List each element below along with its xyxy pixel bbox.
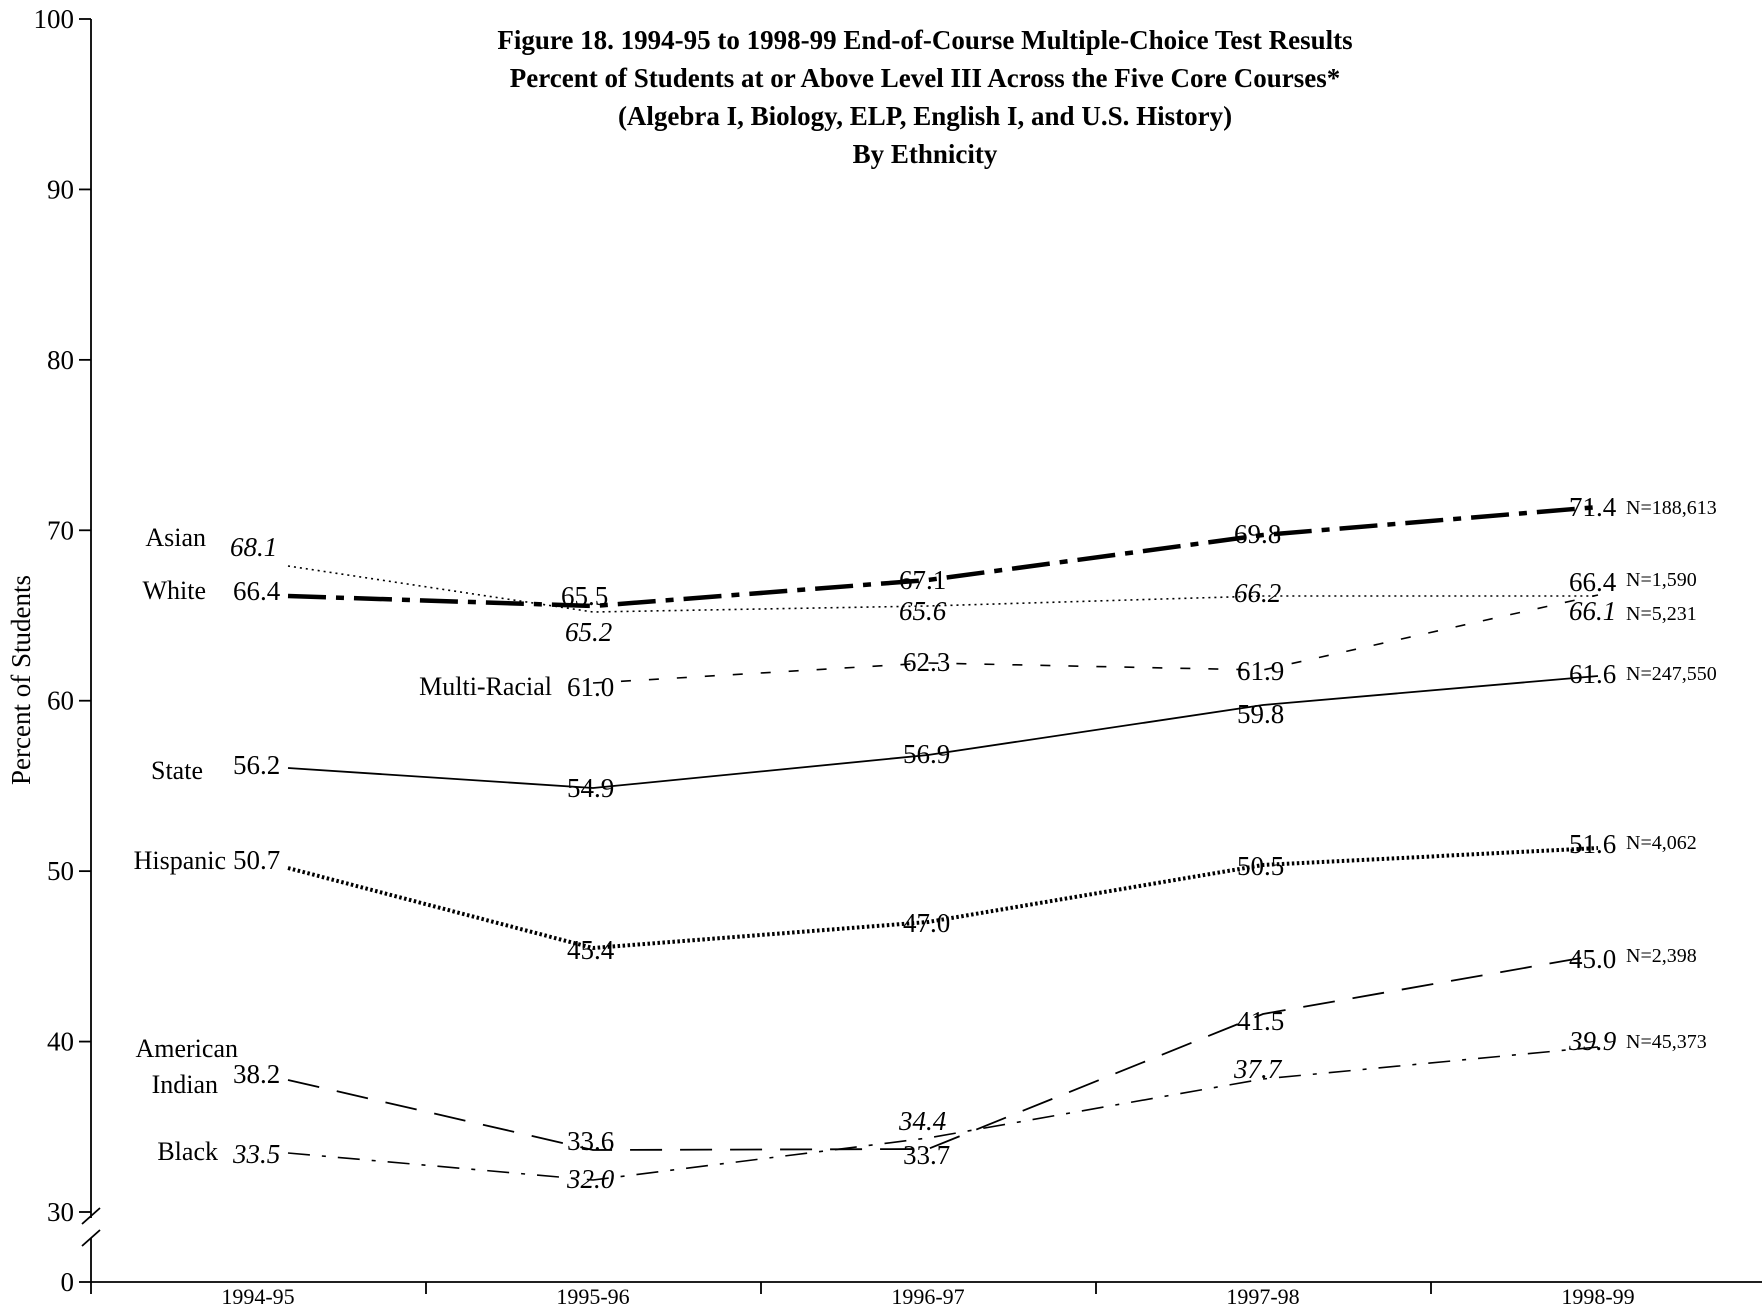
y-tick-label: 50: [47, 856, 74, 886]
data-label: 61.9: [1237, 656, 1284, 686]
data-label: 45.0: [1569, 944, 1616, 974]
x-tick-label: 1997-98: [1226, 1284, 1299, 1306]
data-label: 61.0: [567, 672, 614, 702]
chart-title-line: (Algebra I, Biology, ELP, English I, and…: [618, 101, 1232, 131]
data-label: 51.6: [1569, 829, 1616, 859]
data-label: 33.5: [232, 1139, 280, 1169]
data-label: 59.8: [1237, 699, 1284, 729]
series-n-label: N=5,231: [1626, 603, 1697, 625]
series-n-label: N=188,613: [1626, 497, 1717, 519]
series-name-label: Indian: [152, 1070, 218, 1099]
data-label: 38.2: [233, 1059, 280, 1089]
data-label: 37.7: [1233, 1054, 1283, 1084]
series-labels: 66.4 65.5 67.1 69.8 71.4 N=188,613 White 68.1 65…: [134, 492, 1717, 1194]
chart-title-line: Figure 18. 1994-95 to 1998-99 End-of-Cou…: [497, 25, 1352, 55]
x-tick-label: 1998-99: [1561, 1284, 1634, 1306]
x-tick-label: 1995-96: [556, 1284, 629, 1306]
data-label: 45.4: [567, 935, 615, 965]
series-line-multi-racial: [592, 594, 1599, 684]
series-line-american-indian: [287, 954, 1599, 1151]
y-tick-label: 30: [47, 1197, 74, 1227]
series-n-label: N=4,062: [1626, 832, 1697, 854]
axis-break-mark: [81, 1229, 101, 1247]
data-label: 68.1: [230, 532, 277, 562]
data-label: 65.6: [899, 596, 947, 626]
axis-break-mark: [81, 1207, 101, 1225]
data-label: 65.5: [561, 581, 608, 611]
y-tick-label: 100: [34, 4, 75, 34]
series-name-label: Asian: [145, 523, 206, 552]
axes: 100 90 80 70 60 50 40 30 0 1994-95 1995-96 1996-97 1…: [34, 4, 1762, 1306]
chart-title: Figure 18. 1994-95 to 1998-99 End-of-Cou…: [497, 25, 1352, 169]
data-label: 50.7: [233, 845, 280, 875]
data-label: 47.0: [903, 908, 950, 938]
data-label: 41.5: [1237, 1006, 1284, 1036]
y-tick-label: 80: [47, 345, 74, 375]
series-name-label: Multi-Racial: [419, 672, 552, 701]
chart-title-line: Percent of Students at or Above Level II…: [510, 63, 1340, 93]
series-line-hispanic: [287, 846, 1599, 951]
data-label: 50.5: [1237, 851, 1284, 881]
data-label: 66.2: [1234, 578, 1281, 608]
data-label: 66.4: [1569, 567, 1617, 597]
data-label: 71.4: [1569, 492, 1617, 522]
series-name-label: White: [142, 576, 206, 605]
y-tick-label: 90: [47, 174, 74, 204]
y-tick-label: 60: [47, 686, 74, 716]
data-label: 39.9: [1568, 1026, 1617, 1056]
data-label: 66.1: [1569, 596, 1616, 626]
data-label: 56.9: [903, 739, 950, 769]
data-label: 69.8: [1234, 519, 1281, 549]
series-line-state: [287, 675, 1599, 789]
y-tick-label: 40: [47, 1027, 74, 1057]
series-n-label: N=1,590: [1626, 569, 1697, 591]
y-axis-label: Percent of Students: [6, 575, 36, 785]
series-name-label: Black: [157, 1137, 218, 1166]
data-label: 54.9: [567, 773, 614, 803]
series-name-label: American: [135, 1034, 238, 1063]
series-n-label: N=45,373: [1626, 1031, 1707, 1053]
chart-title-line: By Ethnicity: [853, 139, 998, 169]
series-n-label: N=2,398: [1626, 945, 1697, 967]
data-label: 61.6: [1569, 659, 1616, 689]
y-tick-label: 0: [61, 1267, 75, 1297]
x-tick-label: 1994-95: [221, 1284, 294, 1306]
data-label: 32.0: [566, 1164, 615, 1194]
series-line-black: [287, 1046, 1599, 1181]
y-tick-label: 70: [47, 515, 74, 545]
x-tick-label: 1996-97: [891, 1284, 964, 1306]
series-lines: [287, 504, 1599, 1181]
data-label: 65.2: [565, 617, 612, 647]
series-line-asian: [287, 565, 1598, 613]
data-label: 56.2: [233, 750, 280, 780]
data-label: 33.6: [567, 1126, 614, 1156]
series-name-label: Hispanic: [134, 846, 226, 875]
data-label: 62.3: [903, 647, 950, 677]
data-label: 66.4: [233, 576, 281, 606]
series-n-label: N=247,550: [1626, 663, 1717, 685]
data-label: 67.1: [899, 565, 946, 595]
data-label: 34.4: [898, 1106, 946, 1136]
series-line-white: [287, 504, 1599, 609]
data-label: 33.7: [903, 1140, 950, 1170]
series-name-label: State: [151, 756, 203, 785]
